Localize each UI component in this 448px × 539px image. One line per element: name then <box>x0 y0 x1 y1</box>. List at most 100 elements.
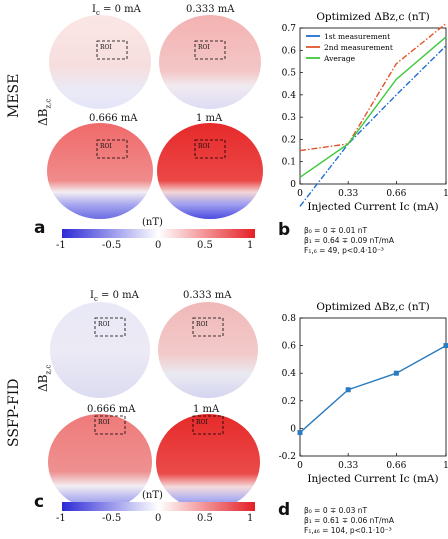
x-tick-label: 0.33 <box>338 189 358 199</box>
y-tick-label: 0.8 <box>282 314 297 324</box>
stat-beta0: β₀ = 0 ∓ 0.01 nT <box>304 226 368 235</box>
roi-label: ROI <box>196 321 208 328</box>
bottom-colorbar <box>62 502 255 511</box>
roi-box <box>94 415 126 435</box>
ssfp-row-title: SSFP-FID <box>6 378 22 447</box>
y-tick-label: 0 <box>290 424 296 434</box>
top-colorbar-tick-0: -1 <box>56 240 66 251</box>
x-tick-label: 1 <box>443 189 448 199</box>
map-ssfp-0ma <box>50 302 150 398</box>
y-tick-label: 0.6 <box>282 342 297 352</box>
bottom-stats: β₀ = 0 ∓ 0.03 nT β₁ = 0.61 ∓ 0.06 nT/mA … <box>304 506 394 536</box>
panel-letter-b: b <box>278 220 291 240</box>
bottom-map-label-0: Ic = 0 mA <box>90 290 139 303</box>
y-tick-label: 0.3 <box>282 113 297 123</box>
chart-title: Optimized ΔBz,c (nT) <box>316 11 429 23</box>
legend-entry-2: Average <box>323 54 356 63</box>
panel-letter-c: c <box>34 492 45 512</box>
roi-label: ROI <box>198 143 210 150</box>
map-mese-0333ma <box>159 15 261 109</box>
map-mese-0ma <box>49 15 151 109</box>
map-ssfp-1ma <box>156 414 260 510</box>
data-point <box>393 370 399 376</box>
bottom-colorbar-tick-0: -1 <box>56 513 66 524</box>
x-tick-label: 0 <box>297 189 303 199</box>
roi-box <box>192 415 224 435</box>
roi-label: ROI <box>198 44 210 51</box>
map-mese-1ma <box>157 123 263 219</box>
y-tick-label: 0.5 <box>282 69 297 79</box>
data-point <box>345 387 351 393</box>
x-axis-label: Injected Current Ic (mA) <box>307 201 438 213</box>
top-map-label-3: 1 mA <box>196 113 223 124</box>
y-tick-label: 0.4 <box>282 91 297 101</box>
top-colorbar-tick-1: -0.5 <box>102 240 122 251</box>
panel-letter-d: d <box>278 500 291 520</box>
roi-label: ROI <box>98 419 110 426</box>
bottom-colorbar-tick-3: 0.5 <box>197 513 213 524</box>
bottom-colorbar-unit: (nT) <box>142 490 163 501</box>
top-colorbar-tick-4: 1 <box>247 240 254 251</box>
roi-box <box>192 317 224 337</box>
x-axis-label: Injected Current Ic (mA) <box>307 473 438 485</box>
top-colorbar-tick-3: 0.5 <box>197 240 213 251</box>
stat-f: F₁,₄₆ = 104, p<0.1·10⁻³ <box>304 526 392 535</box>
map-ssfp-0333ma <box>158 302 258 398</box>
legend-entry-0: 1st measurement <box>324 32 390 41</box>
y-tick-label: 0 <box>290 180 296 190</box>
data-point <box>297 430 303 436</box>
bottom-colorbar-tick-4: 1 <box>247 513 254 524</box>
bottom-map-label-2: 0.666 mA <box>87 404 136 415</box>
y-tick-label: 0.2 <box>282 397 296 407</box>
y-tick-label: 0.7 <box>282 24 297 34</box>
roi-label: ROI <box>100 44 112 51</box>
panel-letter-a: a <box>34 218 46 238</box>
stat-beta0: β₀ = 0 ∓ 0.03 nT <box>304 506 368 515</box>
bottom-field-maps <box>48 302 260 510</box>
chart-title: Optimized ΔBz,c (nT) <box>316 301 429 313</box>
legend-entry-1: 2nd measurement <box>324 43 393 52</box>
roi-box <box>96 40 128 60</box>
map-ssfp-0666ma <box>48 414 152 510</box>
data-point <box>443 343 448 349</box>
roi-label: ROI <box>98 321 110 328</box>
stat-beta1: β₁ = 0.64 ∓ 0.09 nT/mA <box>304 236 394 245</box>
y-tick-label: -0.2 <box>279 452 296 462</box>
series-line-0 <box>299 344 447 434</box>
plot-frame <box>299 317 447 457</box>
chart-b: Optimized ΔBz,c (nT) 0 0.1 0.2 0.3 0.4 0.5 0.6 0… <box>282 11 448 213</box>
plot-frame <box>299 27 447 185</box>
chart-d: Optimized ΔBz,c (nT)-0.200.20.40.60.80 0.… <box>279 301 448 485</box>
x-tick-label: 0.66 <box>386 189 406 199</box>
top-map-label-2: 0.666 mA <box>89 113 138 124</box>
series-line-1 <box>299 22 447 152</box>
y-tick-label: 0.6 <box>282 46 297 56</box>
roi-box <box>194 139 226 159</box>
bottom-map-label-1: 0.333 mA <box>183 290 232 301</box>
bottom-colorbar-tick-2: 0 <box>155 513 162 524</box>
top-field-maps <box>47 15 263 219</box>
y-tick-label: 0.2 <box>282 135 296 145</box>
bottom-colorbar-tick-1: -0.5 <box>102 513 122 524</box>
top-map-label-1: 0.333 mA <box>186 4 235 15</box>
top-stats: β₀ = 0 ∓ 0.01 nT β₁ = 0.64 ∓ 0.09 nT/mA … <box>304 226 394 256</box>
x-tick-label: 1 <box>443 461 448 471</box>
x-tick-label: 0.33 <box>338 461 358 471</box>
stat-beta1: β₁ = 0.61 ∓ 0.06 nT/mA <box>304 516 394 525</box>
map-mese-0666ma <box>47 123 153 219</box>
top-colorbar-unit: (nT) <box>142 217 163 228</box>
y-tick-label: 0.1 <box>282 158 296 168</box>
roi-box <box>94 317 126 337</box>
mese-row-title: MESE <box>6 73 22 118</box>
series-line-0 <box>299 45 447 207</box>
bottom-map-label-3: 1 mA <box>193 404 220 415</box>
roi-label: ROI <box>196 419 208 426</box>
x-tick-label: 0 <box>297 461 303 471</box>
y-tick-label: 0.4 <box>282 369 297 379</box>
top-colorbar <box>62 229 255 238</box>
roi-box <box>96 139 128 159</box>
top-colorbar-tick-2: 0 <box>155 240 162 251</box>
series-line-2 <box>299 36 447 178</box>
stat-f: F₁,₆ = 49, p<0.4·10⁻³ <box>304 246 384 255</box>
roi-box <box>194 40 226 60</box>
